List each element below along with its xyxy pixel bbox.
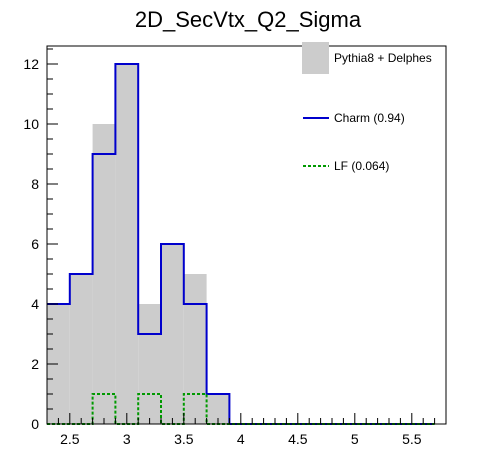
legend-label: LF (0.064)	[334, 159, 389, 173]
legend-swatch-mc	[302, 42, 329, 74]
bar-mc-bin-3	[115, 64, 139, 424]
y-tick-label: 6	[31, 236, 39, 252]
y-tick-label: 0	[31, 416, 39, 432]
x-tick-label: 3	[123, 431, 131, 447]
plot-frame	[46, 45, 447, 425]
y-tick-label: 2	[31, 356, 39, 372]
y-tick-label: 10	[23, 116, 39, 132]
bar-mc-bin-5	[161, 244, 184, 424]
y-tick-label: 4	[31, 296, 39, 312]
y-tick-label: 12	[23, 56, 39, 72]
bar-mc-bin-7	[206, 394, 230, 424]
bar-mc-bin-6	[183, 274, 207, 424]
bar-mc-bin-2	[92, 124, 116, 424]
legend-label: Charm (0.94)	[334, 111, 405, 125]
legend-label: Pythia8 + Delphes	[334, 51, 432, 65]
bar-mc-bin-4	[138, 304, 161, 424]
x-tick-label: 2.5	[60, 431, 80, 447]
y-tick-label: 8	[31, 176, 39, 192]
histogram-layer	[47, 63, 435, 425]
x-tick-label: 4.5	[288, 431, 308, 447]
x-tick-label: 3.5	[174, 431, 194, 447]
x-tick-label: 4	[237, 431, 245, 447]
bar-mc-bin-1	[69, 274, 93, 424]
chart-title: 2D_SecVtx_Q2_Sigma	[135, 7, 362, 32]
x-tick-label: 5	[351, 431, 359, 447]
legend: Pythia8 + Delphes Charm (0.94) LF (0.064)	[302, 42, 432, 173]
axis-layer: 2.5 3 3.5 4 4.5 5 5.5 0 2 4 6 8 10 12	[23, 48, 447, 447]
x-tick-label: 5.5	[402, 431, 422, 447]
